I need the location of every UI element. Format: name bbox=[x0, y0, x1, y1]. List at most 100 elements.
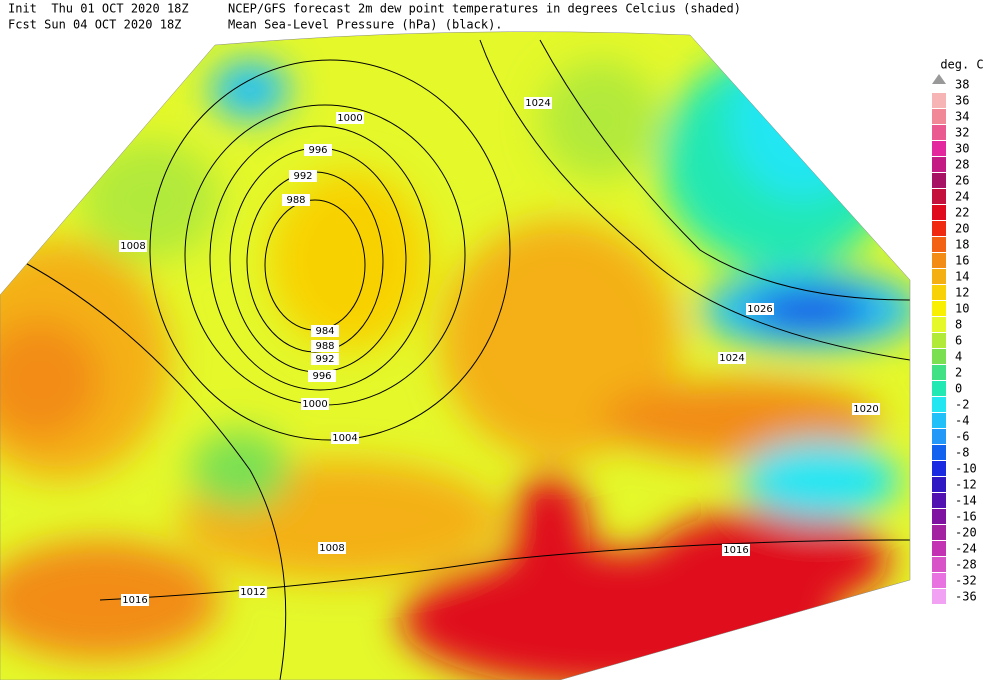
fcst-text: Fcst Sun 04 OCT 2020 18Z bbox=[8, 18, 181, 32]
legend-swatch bbox=[932, 429, 946, 444]
map-field bbox=[0, 31, 910, 680]
legend-label: 6 bbox=[955, 334, 962, 348]
legend-swatch bbox=[932, 461, 946, 476]
isobar-label-bg bbox=[331, 432, 359, 444]
legend-label: -2 bbox=[955, 398, 969, 412]
isobar-label: 1008 bbox=[120, 241, 145, 252]
isobar-label: 1024 bbox=[719, 353, 744, 364]
legend-label: 12 bbox=[955, 286, 969, 300]
legend-swatch bbox=[932, 221, 946, 236]
legend-label: -8 bbox=[955, 446, 969, 460]
legend-swatch bbox=[932, 237, 946, 252]
isobar-label-bg bbox=[746, 303, 774, 315]
isobar-label-bg bbox=[301, 398, 329, 410]
legend-label: -10 bbox=[955, 462, 977, 476]
legend-label: -16 bbox=[955, 510, 977, 524]
isobar-label-bg bbox=[121, 594, 149, 606]
legend-swatch bbox=[932, 493, 946, 508]
legend-label: -14 bbox=[955, 494, 977, 508]
legend-label: 36 bbox=[955, 94, 969, 108]
legend-label: -12 bbox=[955, 478, 977, 492]
isobar-label-bg bbox=[311, 353, 339, 365]
isobar-label: 996 bbox=[308, 145, 327, 156]
isobar-label-bg bbox=[336, 112, 364, 124]
legend-swatch bbox=[932, 285, 946, 300]
isobar-label: 992 bbox=[315, 354, 334, 365]
legend-swatch bbox=[932, 93, 946, 108]
legend-swatch bbox=[932, 173, 946, 188]
legend-label: 28 bbox=[955, 158, 969, 172]
isobar-label-bg bbox=[308, 370, 336, 382]
legend-swatch bbox=[932, 125, 946, 140]
legend-swatch bbox=[932, 157, 946, 172]
legend-swatch bbox=[932, 573, 946, 588]
legend-label: 32 bbox=[955, 126, 969, 140]
legend-swatch bbox=[932, 349, 946, 364]
legend-label: 10 bbox=[955, 302, 969, 316]
legend-label: -36 bbox=[955, 590, 977, 604]
legend-label: 34 bbox=[955, 110, 969, 124]
legend-swatch bbox=[932, 397, 946, 412]
map-subtitle: Mean Sea-Level Pressure (hPa) (black). bbox=[228, 18, 503, 32]
legend-label: -28 bbox=[955, 558, 977, 572]
legend-swatch bbox=[932, 589, 946, 604]
legend-swatch bbox=[932, 253, 946, 268]
isobar-label: 1008 bbox=[319, 543, 344, 554]
legend-swatch bbox=[932, 557, 946, 572]
legend-label: 8 bbox=[955, 318, 962, 332]
legend-swatch bbox=[932, 301, 946, 316]
isobar-label-bg bbox=[304, 144, 332, 156]
legend-unit: deg. C bbox=[940, 58, 983, 72]
legend-label: -24 bbox=[955, 542, 977, 556]
map-title: NCEP/GFS forecast 2m dew point temperatu… bbox=[228, 2, 741, 16]
legend-swatch bbox=[932, 445, 946, 460]
legend-swatch bbox=[932, 269, 946, 284]
legend-swatch bbox=[932, 141, 946, 156]
isobar-label: 988 bbox=[315, 341, 334, 352]
isobar-label-bg bbox=[318, 542, 346, 554]
legend-label: 18 bbox=[955, 238, 969, 252]
isobar-label-bg bbox=[718, 352, 746, 364]
legend-label: 30 bbox=[955, 142, 969, 156]
legend-top-triangle bbox=[932, 74, 946, 84]
isobar-label: 1026 bbox=[747, 304, 772, 315]
legend-label: 26 bbox=[955, 174, 969, 188]
legend-swatch bbox=[932, 525, 946, 540]
isobar-label-bg bbox=[311, 340, 339, 352]
legend-swatch bbox=[932, 365, 946, 380]
legend-label: 22 bbox=[955, 206, 969, 220]
isobar-label: 1020 bbox=[853, 404, 878, 415]
isobar-label: 984 bbox=[315, 326, 334, 337]
isobar-label-bg bbox=[119, 240, 147, 252]
legend-swatch bbox=[932, 541, 946, 556]
legend-label: -20 bbox=[955, 526, 977, 540]
isobar-label-bg bbox=[282, 194, 310, 206]
isobar-label-bg bbox=[239, 586, 267, 598]
legend-swatch bbox=[932, 317, 946, 332]
legend-swatch bbox=[932, 509, 946, 524]
legend-swatch bbox=[932, 381, 946, 396]
legend-label: -4 bbox=[955, 414, 969, 428]
isobar-label-bg bbox=[524, 97, 552, 109]
isobar-label-bg bbox=[311, 325, 339, 337]
isobar-label: 992 bbox=[293, 171, 312, 182]
legend-swatch bbox=[932, 333, 946, 348]
init-text: Init Thu 01 OCT 2020 18Z bbox=[8, 2, 189, 16]
legend-swatch bbox=[932, 189, 946, 204]
isobar-label: 1024 bbox=[525, 98, 550, 109]
legend-label: -6 bbox=[955, 430, 969, 444]
isobar-label-bg bbox=[722, 544, 750, 556]
legend-label: 4 bbox=[955, 350, 962, 364]
isobar-label: 1000 bbox=[302, 399, 327, 410]
legend-label: 14 bbox=[955, 270, 969, 284]
legend-label: 24 bbox=[955, 190, 969, 204]
isobar-label: 996 bbox=[312, 371, 331, 382]
legend-swatch bbox=[932, 477, 946, 492]
isobar-label-bg bbox=[852, 403, 880, 415]
legend-label: -32 bbox=[955, 574, 977, 588]
legend-label: 20 bbox=[955, 222, 969, 236]
legend-label: 0 bbox=[955, 382, 962, 396]
legend-top-label: 38 bbox=[955, 78, 969, 92]
legend-swatch bbox=[932, 109, 946, 124]
